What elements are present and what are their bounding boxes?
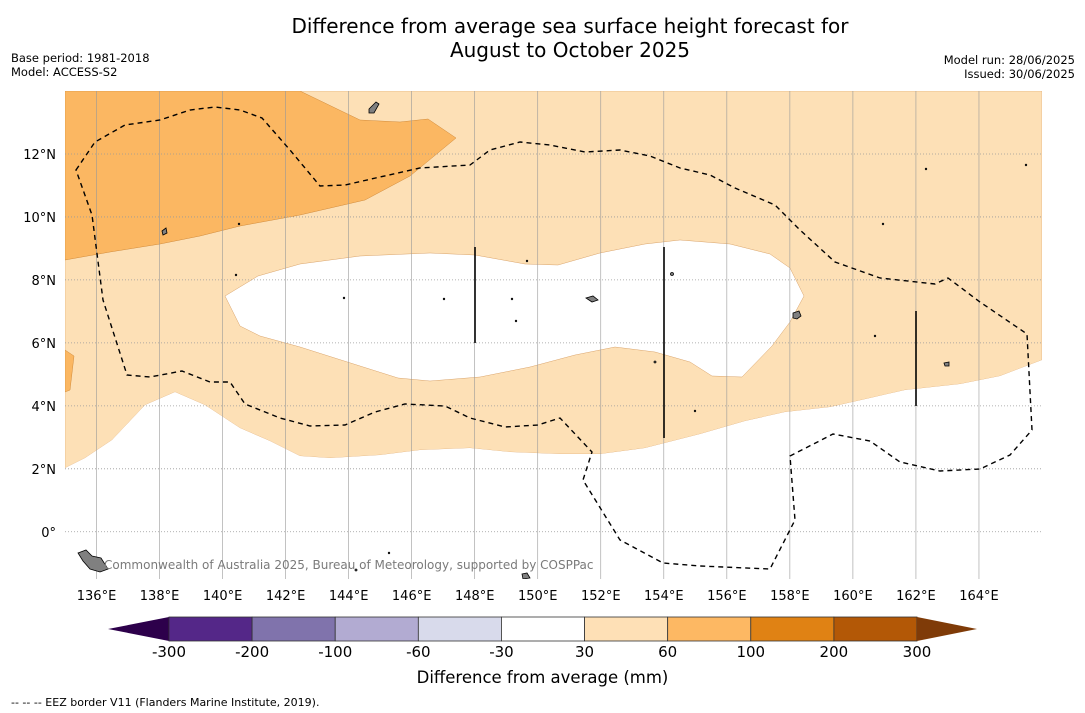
island-dot [442, 297, 446, 301]
x-tick-label: 140°E [203, 589, 243, 604]
island-dot [881, 222, 885, 226]
colorbar-title: Difference from average (mm) [416, 668, 669, 687]
island-dot [924, 167, 928, 171]
y-tick-label: 12°N [23, 148, 56, 163]
x-axis-labels: 136°E 138°E 140°E 142°E 144°E 146°E 148°E 150°E… [77, 589, 999, 604]
title-line-2: August to October 2025 [449, 38, 691, 62]
x-tick-label: 146°E [392, 589, 432, 604]
x-tick-label: 136°E [77, 589, 117, 604]
colorbar-box [667, 616, 752, 642]
contour-fill-neutral [224, 239, 805, 382]
x-tick-label: 150°E [518, 589, 558, 604]
eez-borders [75, 106, 1033, 570]
x-tick-label: 164°E [959, 589, 999, 604]
land-islands [77, 101, 1028, 579]
contour-fill-60-100 [65, 91, 457, 261]
y-axis-labels: 12°N 10°N 8°N 6°N 4°N 2°N 0° [23, 148, 56, 541]
x-tick-label: 142°E [266, 589, 306, 604]
eez-border-palau-fsm [75, 106, 1033, 570]
x-tick-label: 160°E [833, 589, 873, 604]
colorbar-box [501, 616, 585, 642]
x-tick-label: 152°E [581, 589, 621, 604]
gridlines [65, 91, 1042, 579]
colorbar [108, 616, 977, 642]
island-dot [387, 551, 391, 555]
colorbar-box [251, 616, 336, 642]
contour-fill-60-100-patch [65, 349, 75, 393]
island-manus [521, 572, 531, 579]
boundary-segments [474, 247, 917, 438]
map-area [65, 91, 1042, 579]
y-tick-label: 0° [41, 526, 56, 541]
island-dot [514, 319, 518, 323]
model-name: Model: ACCESS-S2 [11, 65, 118, 79]
issued-date: Issued: 30/06/2025 [964, 67, 1075, 81]
island-guam [368, 101, 380, 114]
colorbar-label: 30 [575, 643, 595, 661]
contour-fill-neutral-south [65, 360, 1042, 579]
island-pohnpei [792, 310, 802, 320]
y-tick-label: 10°N [23, 211, 56, 226]
colorbar-label: 100 [736, 643, 766, 661]
chart-title: Difference from average sea surface heig… [0, 14, 1085, 62]
colorbar-label: 200 [819, 643, 849, 661]
x-tick-label: 158°E [770, 589, 810, 604]
meta-left: Base period: 1981-2018 Model: ACCESS-S2 [11, 51, 150, 79]
y-tick-label: 6°N [32, 337, 57, 352]
island-dot [693, 409, 697, 413]
colorbar-arrow-low [108, 617, 169, 641]
x-tick-label: 162°E [896, 589, 936, 604]
colorbar-label: -30 [489, 643, 514, 661]
island-dot [1024, 163, 1028, 167]
colorbar-label: -100 [318, 643, 353, 661]
island-new-guinea [77, 549, 109, 573]
island-dot [234, 273, 238, 277]
x-tick-label: 154°E [644, 589, 684, 604]
colorbar-label: 60 [658, 643, 678, 661]
island-dot [670, 272, 674, 276]
colorbar-label: -200 [235, 643, 270, 661]
colorbar-boxes [168, 616, 918, 642]
eez-legend-note: -- -- -- EEZ border V11 (Flanders Marine… [11, 696, 320, 709]
colorbar-label: -300 [151, 643, 187, 661]
meta-right: Model run: 28/06/2025 Issued: 30/06/2025 [944, 53, 1075, 81]
colorbar-box [417, 616, 502, 642]
island-dot [510, 297, 514, 301]
x-tick-label: 148°E [455, 589, 495, 604]
colorbar-box [833, 616, 918, 642]
colorbar-box [750, 616, 835, 642]
island-dot [525, 259, 529, 263]
island-dot [354, 568, 358, 572]
colorbar-box [334, 616, 419, 642]
colorbar-label: -60 [406, 643, 431, 661]
base-period: Base period: 1981-2018 [11, 51, 150, 65]
title-line-1: Difference from average sea surface heig… [291, 14, 849, 38]
island-dot [237, 222, 241, 226]
island-dot [653, 360, 657, 364]
y-tick-label: 4°N [32, 400, 57, 415]
colorbar-arrow-high [917, 617, 977, 641]
island-dot [342, 296, 346, 300]
island-yap [161, 227, 168, 236]
island-dot [873, 334, 877, 338]
colorbar-label: 300 [902, 643, 932, 661]
x-tick-label: 144°E [329, 589, 369, 604]
colorbar-box [168, 616, 253, 642]
island-chuuk [585, 295, 599, 303]
y-tick-label: 8°N [32, 274, 57, 289]
colorbar-box [584, 616, 669, 642]
island-kosrae [943, 361, 950, 367]
model-run: Model run: 28/06/2025 [943, 53, 1075, 67]
x-tick-label: 156°E [707, 589, 747, 604]
x-tick-label: 138°E [140, 589, 180, 604]
map-credit: Commonwealth of Australia 2025, Bureau o… [104, 558, 594, 572]
y-tick-label: 2°N [32, 463, 57, 478]
